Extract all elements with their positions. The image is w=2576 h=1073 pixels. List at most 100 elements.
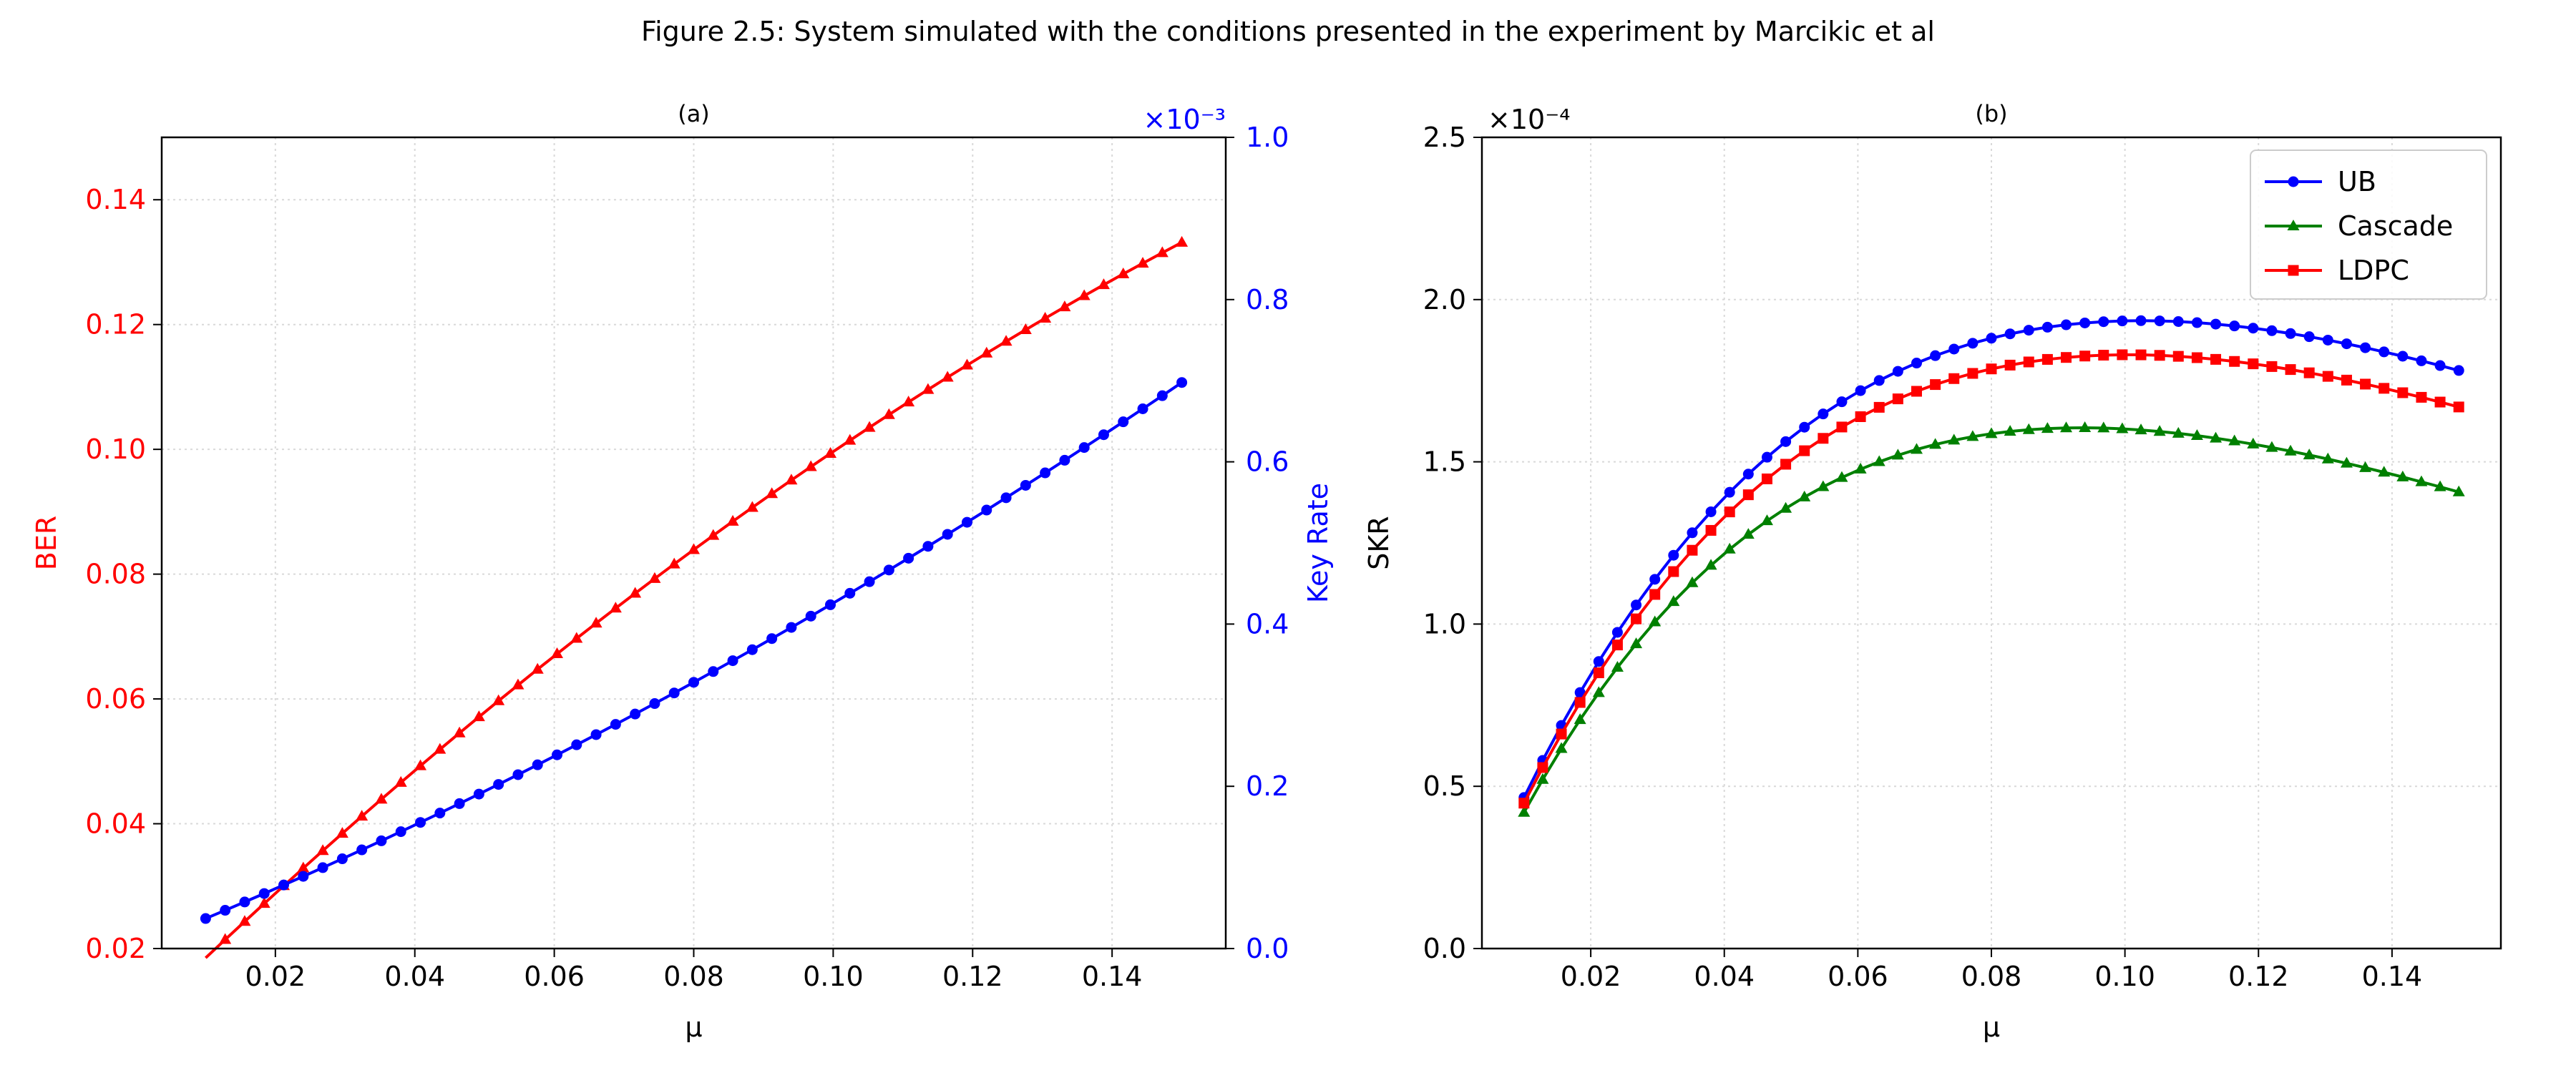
chart-b-ldpc-point <box>1780 459 1792 470</box>
chart-a-ber-point <box>1058 300 1071 312</box>
chart-a-keyrate-point <box>688 677 699 688</box>
chart-b-ldpc-point <box>2397 387 2409 398</box>
chart-b-cascade-point <box>1574 713 1586 725</box>
chart-b-ylabel: SKR <box>1363 516 1395 569</box>
chart-b-ub-point <box>1930 350 1941 361</box>
chart-a-right-ylabel: Key Rate <box>1302 483 1334 603</box>
chart-b-xtick-label: 0.10 <box>2094 961 2155 992</box>
chart-a-ber-point <box>531 662 544 674</box>
chart-a-right-tick-label: 0.2 <box>1246 770 1289 802</box>
chart-a-keyrate-point <box>746 644 758 655</box>
chart-b-ldpc-point <box>2191 352 2202 363</box>
chart-a-ber-point <box>688 543 700 554</box>
chart-b-ub-point <box>2379 346 2390 358</box>
chart-b-cascade-point <box>1798 490 1811 501</box>
chart-b-cascade-point <box>2097 421 2110 433</box>
chart-b-cascade-point <box>1555 742 1568 753</box>
chart-a-keyrate-point <box>786 622 797 633</box>
chart-a-keyrate-point <box>1156 390 1168 401</box>
chart-b-cascade-point <box>2060 421 2073 433</box>
chart-b-cascade-point <box>2415 475 2428 486</box>
chart-b-ub-point <box>2210 318 2222 330</box>
chart-a-keyrate-line <box>205 381 1183 920</box>
chart-a-keyrate-point <box>1059 454 1070 466</box>
chart-b-xlabel: μ <box>1983 1011 2000 1043</box>
chart-b-cascade-point <box>2153 425 2166 436</box>
chart-a-ber-point <box>258 897 270 908</box>
chart-a-ber-point <box>570 632 583 643</box>
chart-a-ber-point <box>609 602 622 613</box>
chart-b-cascade-point <box>2135 423 2147 435</box>
chart-a-keyrate-point <box>824 599 836 610</box>
chart-b-ub-point <box>1986 333 1997 344</box>
chart-a-left-ylabel: BER <box>31 516 62 570</box>
chart-b-ub-point <box>2191 317 2202 328</box>
chart-b-ub-point <box>1818 408 1829 420</box>
chart-b-ldpc-point <box>1687 544 1698 556</box>
chart-b-ldpc-point <box>1649 589 1661 600</box>
chart-b-xtick-label: 0.04 <box>1694 961 1755 992</box>
chart-a-ber-point <box>356 810 369 821</box>
chart-a-keyrate-point <box>532 759 543 770</box>
chart-b-ub-point <box>1855 385 1866 396</box>
chart-a-right-tick-label: 0.4 <box>1246 608 1289 640</box>
chart-b-ldpc-point <box>2098 349 2109 361</box>
chart-b-ldpc-point <box>2229 356 2240 367</box>
chart-b-ub-point <box>2416 355 2427 366</box>
chart-b-ub-point <box>2453 365 2464 376</box>
chart-a-ber-point <box>472 710 485 722</box>
chart-b-ub-point <box>2341 338 2352 350</box>
chart-b-ub-point <box>2172 316 2184 328</box>
chart-a-keyrate-point <box>200 913 211 924</box>
chart-a-right-tick-label: 0.8 <box>1246 284 1289 315</box>
chart-a-xtick-label: 0.06 <box>524 961 585 992</box>
chart-b-xtick-label: 0.02 <box>1561 961 1621 992</box>
chart-a-keyrate-point <box>493 779 504 790</box>
chart-b-cascade-point <box>2228 434 2241 446</box>
chart-a-keyrate-point <box>630 708 641 720</box>
chart-b-ldpc-point <box>1986 363 1997 375</box>
chart-a-keyrate-point <box>1020 479 1031 491</box>
chart-b-ldpc-point <box>1668 566 1679 577</box>
chart-b-cascade-point <box>1873 455 1885 466</box>
chart-b-ub-point <box>1967 338 1979 349</box>
chart-b-ub-point <box>2266 325 2278 336</box>
chart-b-cascade-point <box>1667 595 1680 607</box>
chart-b-xtick-label: 0.14 <box>2362 961 2423 992</box>
chart-a-right-multiplier: ×10⁻³ <box>1143 104 1226 135</box>
chart-a-keyrate-point <box>708 666 719 677</box>
chart-a-keyrate-point <box>1137 403 1148 414</box>
chart-b-cascade-point <box>2190 428 2203 440</box>
chart-a-left-tick-label: 0.02 <box>85 933 146 964</box>
chart-a-ber-point <box>902 396 915 407</box>
chart-b-legend-ub-marker <box>2288 176 2299 187</box>
chart-b-cascade-point <box>2247 437 2260 449</box>
chart-b-cascade-point <box>2452 485 2465 496</box>
chart-a-keyrate-point <box>1176 377 1188 388</box>
chart-b-cascade-point <box>1835 471 1848 482</box>
chart-a-keyrate-point <box>649 698 660 710</box>
chart-a-keyrate-point <box>805 610 816 622</box>
chart-a-ber-point <box>922 383 935 394</box>
chart-b-ub-point <box>2023 325 2034 336</box>
chart-b-cascade-point <box>2041 422 2054 433</box>
chart-b-ub-point <box>2303 331 2315 343</box>
chart-a-ber-point <box>1039 311 1052 323</box>
chart-b-ldpc-point <box>2154 350 2165 361</box>
chart-b-ldpc-point <box>1611 640 1623 651</box>
chart-b-cascade-point <box>2284 444 2297 456</box>
chart-a-ber-point <box>238 915 251 926</box>
chart-b-xtick-label: 0.06 <box>1828 961 1888 992</box>
chart-b-ldpc-point <box>2135 349 2147 361</box>
chart-b-ldpc-point <box>2416 391 2427 403</box>
chart-b-ldpc-point <box>1930 379 1941 391</box>
chart-b-ub-point <box>2434 360 2446 371</box>
chart-a-ber-point <box>746 501 758 512</box>
chart-a-keyrate-point <box>454 798 465 809</box>
chart-b-ldpc-point <box>2360 378 2371 390</box>
chart-a-subtitle: (a) <box>678 100 710 127</box>
chart-a-ber-point <box>414 759 427 770</box>
chart-b-ldpc-point <box>2004 359 2016 371</box>
chart-b-subtitle: (b) <box>1975 100 2007 127</box>
chart-b-cascade-point <box>1780 501 1792 513</box>
